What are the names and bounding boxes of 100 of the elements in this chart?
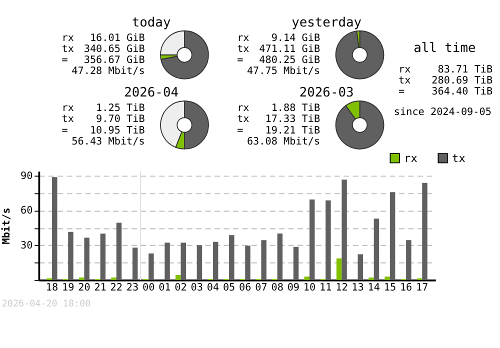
x-tick-label: 23 — [126, 282, 139, 294]
bar — [384, 276, 390, 280]
x-tick-label: 05 — [222, 282, 236, 294]
text: tx — [62, 114, 74, 126]
bar — [342, 180, 347, 280]
y-tick-label: 60 — [20, 206, 33, 217]
text: 471.11 GiB — [259, 44, 320, 56]
x-tick-label: 08 — [271, 282, 284, 294]
text: = — [398, 86, 405, 98]
text: 364.40 TiB — [432, 86, 493, 98]
bar — [148, 253, 154, 280]
bar — [212, 242, 218, 280]
x-tick-label: 15 — [384, 282, 396, 294]
text: 340.65 GiB — [84, 44, 145, 56]
text: 19.21 TiB — [265, 125, 320, 136]
x-tick-label: 00 — [142, 282, 155, 294]
text: 280.69 TiB — [432, 75, 493, 86]
x-tick-label: 14 — [368, 282, 380, 294]
text: 56.43 Mbit/s — [72, 136, 145, 148]
text: 47.75 Mbit/s — [246, 66, 320, 78]
chart-title: 2026-03 — [299, 85, 354, 100]
text: 17.33 TiB — [265, 114, 320, 126]
text: 1.88 TiB — [271, 103, 320, 114]
text: rx — [62, 103, 74, 114]
bar — [304, 276, 310, 280]
x-tick-label: 16 — [400, 282, 412, 294]
text: 83.71 TiB — [438, 64, 493, 76]
bar — [374, 218, 380, 280]
x-tick-label: 18 — [46, 282, 58, 294]
legend-label: rx — [404, 152, 418, 165]
bar — [229, 235, 234, 280]
y-tick-label: 30 — [20, 240, 33, 252]
x-tick-label: 12 — [336, 282, 348, 294]
x-tick-label: 13 — [352, 282, 364, 294]
text: tx — [398, 75, 411, 86]
donut-slice — [335, 100, 384, 150]
x-tick-label: 19 — [62, 282, 74, 294]
chart-title: yesterday — [292, 15, 362, 30]
text: = — [62, 125, 68, 136]
x-tick-label: 20 — [78, 282, 90, 294]
chart-title: today — [132, 15, 171, 30]
x-tick-label: 02 — [174, 282, 187, 294]
text: rx — [237, 33, 250, 44]
bar — [261, 240, 266, 280]
text: 47.28 Mbit/s — [72, 66, 145, 78]
text: 356.67 GiB — [84, 55, 145, 66]
text: tx — [62, 44, 74, 56]
bar — [336, 258, 342, 280]
x-tick-label: 10 — [303, 282, 316, 294]
text: = — [237, 125, 244, 136]
text: 63.08 Mbit/s — [246, 136, 320, 148]
text: 9.14 GiB — [271, 33, 320, 44]
bar — [326, 200, 331, 280]
y-tick-label: 90 — [20, 170, 33, 182]
bar — [406, 240, 412, 280]
text: 1.25 TiB — [96, 103, 145, 114]
text: rx — [398, 64, 411, 76]
bar — [245, 246, 250, 280]
bar — [52, 177, 58, 280]
x-tick-label: 09 — [287, 282, 300, 294]
bar — [196, 245, 202, 280]
bar — [390, 192, 396, 280]
text: tx — [237, 44, 250, 56]
bar — [176, 274, 181, 280]
text: 9.70 TiB — [96, 114, 145, 126]
text: 480.25 GiB — [259, 55, 320, 66]
x-tick-label: 01 — [158, 282, 171, 294]
text: 16.01 GiB — [90, 33, 145, 44]
bar — [68, 232, 74, 280]
bar — [116, 222, 122, 280]
text: rx — [62, 33, 74, 44]
x-tick-label: 11 — [319, 282, 332, 294]
text: 10.95 TiB — [90, 125, 145, 136]
legend-label: tx — [452, 152, 466, 165]
text: all time — [414, 41, 476, 56]
bar — [132, 248, 138, 280]
x-tick-label: 06 — [239, 282, 252, 294]
bar — [358, 254, 364, 280]
bar — [180, 242, 186, 280]
text: tx — [237, 114, 250, 126]
bar — [164, 242, 170, 280]
x-tick-label: 07 — [255, 282, 268, 294]
bar — [84, 238, 90, 280]
x-tick-label: 04 — [206, 282, 220, 294]
y-axis-title: Mbit/s — [0, 208, 12, 244]
text: since 2024-09-05 — [394, 106, 492, 118]
donut-slice — [160, 30, 209, 80]
text: rx — [237, 103, 250, 114]
bar — [422, 182, 428, 280]
x-tick-label: 22 — [110, 282, 122, 294]
x-tick-label: 17 — [416, 282, 428, 294]
text: = — [237, 55, 244, 66]
bar — [293, 246, 299, 280]
text: = — [62, 55, 68, 66]
chart-title: 2026-04 — [124, 85, 179, 100]
bar — [277, 234, 283, 280]
bar — [100, 234, 106, 280]
bar — [310, 199, 315, 280]
x-tick-label: 03 — [190, 282, 203, 294]
donut-slice — [335, 30, 384, 80]
